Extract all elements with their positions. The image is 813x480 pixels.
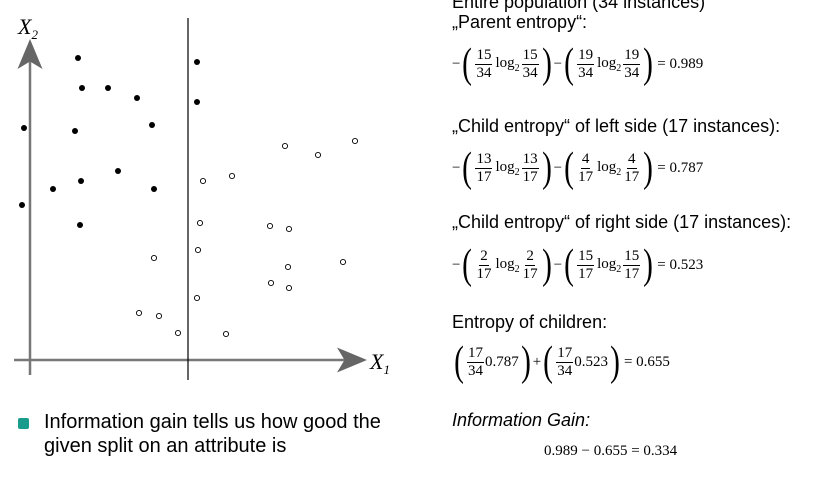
hollow-point: [196, 219, 204, 227]
filled-point: [194, 59, 200, 65]
hollow-point: [174, 329, 182, 337]
bullet-text: Information gain tells us how good the g…: [44, 411, 381, 457]
filled-point: [19, 202, 25, 208]
parent-entropy-label: „Parent entropy“:: [452, 12, 588, 32]
filled-point: [78, 178, 84, 184]
hollow-point: [284, 263, 292, 271]
hollow-point: [281, 142, 289, 150]
filled-point: [151, 186, 157, 192]
information-gain-formula: 0.989 − 0.655 = 0.334: [544, 443, 678, 459]
bullet-square-icon: [18, 418, 29, 429]
y-axis-label: X2: [17, 14, 38, 42]
filled-point: [21, 125, 27, 131]
hollow-point: [199, 177, 207, 185]
data-points: [19, 55, 359, 338]
filled-point: [79, 85, 85, 91]
x-axis-label: X1: [369, 349, 390, 377]
filled-point: [105, 85, 111, 91]
hollow-point: [285, 284, 293, 292]
right-entropy-formula: − ( 2 17 log2 2 17 ) − ( 15 17 log2 15 17 ) …: [452, 242, 704, 288]
hollow-point: [193, 294, 201, 302]
hollow-point: [135, 309, 143, 317]
hollow-point: [155, 312, 163, 320]
filled-point: [72, 128, 78, 134]
hollow-point: [266, 222, 274, 230]
hollow-point: [222, 330, 230, 338]
children-entropy-formula: ( 17 34 0.787 ) + ( 17 34 0.523 ) = 0.655: [454, 339, 670, 385]
hollow-point: [150, 254, 158, 262]
filled-point: [115, 168, 121, 174]
hollow-point: [339, 258, 347, 266]
parent-entropy-formula: − ( 15 34 log2 15 34 ) − ( 19 34 log2 19 34 …: [452, 41, 704, 87]
left-entropy-label: „Child entropy“ of left side (17 instanc…: [452, 116, 781, 136]
hollow-point: [314, 151, 322, 159]
right-entropy-label: „Child entropy“ of right side (17 instan…: [452, 212, 792, 232]
population-title: Entire population (34 instances): [452, 0, 706, 12]
filled-point: [194, 99, 200, 105]
hollow-point: [267, 279, 275, 287]
left-entropy-formula: − ( 13 17 log2 13 17 ) − ( 4 17 log2 4 17 ) …: [452, 145, 704, 191]
filled-point: [50, 186, 56, 192]
hollow-point: [228, 172, 236, 180]
children-entropy-label: Entropy of children:: [452, 312, 608, 332]
filled-point: [75, 55, 81, 61]
filled-point: [149, 122, 155, 128]
hollow-point: [285, 225, 293, 233]
hollow-point: [351, 137, 359, 145]
hollow-point: [194, 246, 202, 254]
filled-point: [134, 95, 140, 101]
information-gain-label: Information Gain:: [452, 410, 591, 430]
filled-point: [77, 222, 83, 228]
scatter-plot: X2 X1: [14, 14, 390, 380]
